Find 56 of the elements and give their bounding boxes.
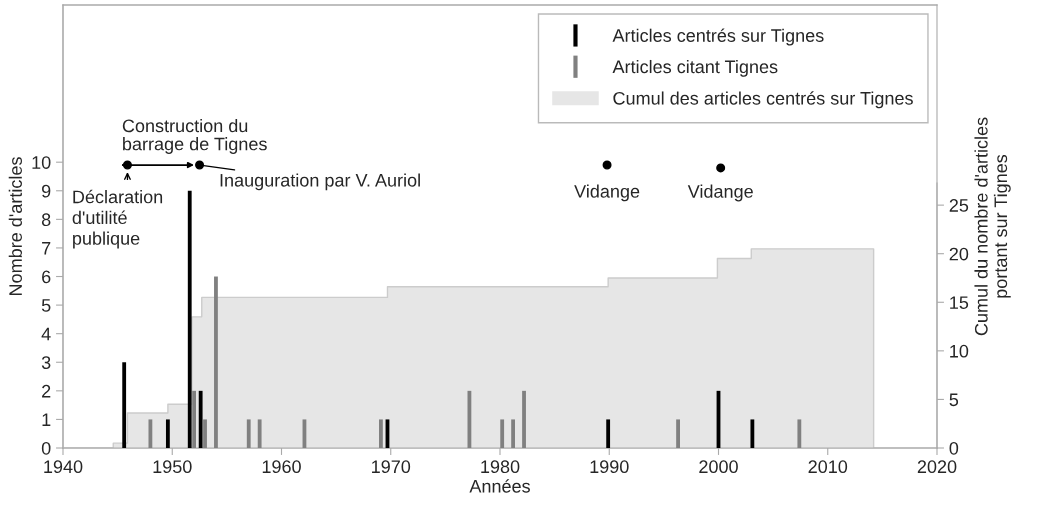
bar xyxy=(606,419,611,448)
y-tick-label: 3 xyxy=(41,356,51,369)
x-tick-label: 1980 xyxy=(481,460,520,474)
annotation: Inauguration par V. Auriol xyxy=(220,173,420,191)
y-tick-label: 6 xyxy=(42,270,51,284)
y-tick-label: 9 xyxy=(42,184,51,198)
y-tick-label: 1 xyxy=(42,413,51,426)
bar xyxy=(522,390,526,448)
annotation: Construction du barrage de Tignes xyxy=(122,118,267,154)
bar xyxy=(379,419,383,448)
x-tick-label: 1970 xyxy=(372,460,411,474)
bar xyxy=(214,276,218,448)
bar xyxy=(187,190,192,448)
bar xyxy=(676,419,680,448)
y-tick-label: 0 xyxy=(41,441,51,455)
y2-tick-label: 10 xyxy=(950,344,969,358)
y-tick-label: 10 xyxy=(32,156,51,169)
bar xyxy=(192,390,197,448)
legend-label: Cumul des articles centrés sur Tignes xyxy=(613,91,913,109)
y2-tick-label: 15 xyxy=(950,296,969,309)
bar xyxy=(257,419,262,448)
y-tick-label: 5 xyxy=(41,299,51,312)
y-tick-label: 7 xyxy=(42,242,51,255)
bar xyxy=(246,419,251,448)
bar xyxy=(500,419,505,448)
y2-axis-title: Cumul du nombre d'articles portant sur Tignes xyxy=(974,117,1011,336)
y2-tick-label: 5 xyxy=(949,393,959,407)
x-tick-label: 1960 xyxy=(262,460,301,474)
x-tick-label: 2020 xyxy=(917,460,957,474)
annotation: Déclaration d'utilité publique xyxy=(72,189,163,249)
y2-tick-label: 25 xyxy=(949,199,969,212)
legend-label: Articles citant Tignes xyxy=(612,59,778,77)
y-axis-title: Nombre d'articles xyxy=(8,157,22,295)
annotation: Vidange xyxy=(574,184,640,202)
bar xyxy=(198,390,203,448)
x-tick-label: 1950 xyxy=(153,460,192,474)
bar xyxy=(750,419,755,448)
legend-label: Articles centrés sur Tignes xyxy=(612,28,824,46)
x-axis-title: Années xyxy=(469,479,530,493)
bar xyxy=(122,362,127,448)
bar xyxy=(203,419,207,448)
annotation: Vidange xyxy=(687,184,753,202)
bar xyxy=(467,390,472,448)
y-tick-label: 8 xyxy=(41,213,51,227)
x-tick-label: 1940 xyxy=(44,460,83,474)
y2-tick-label: 20 xyxy=(949,247,969,261)
bar xyxy=(511,419,516,448)
y2-tick-label: 0 xyxy=(949,441,959,455)
y-tick-label: 4 xyxy=(41,327,51,341)
x-tick-label: 2010 xyxy=(808,460,848,474)
bar xyxy=(797,419,802,448)
bar xyxy=(148,419,153,448)
x-tick-label: 2000 xyxy=(699,460,738,474)
y-tick-label: 2 xyxy=(42,384,51,398)
x-tick-label: 1990 xyxy=(590,460,629,474)
bar xyxy=(165,419,170,448)
